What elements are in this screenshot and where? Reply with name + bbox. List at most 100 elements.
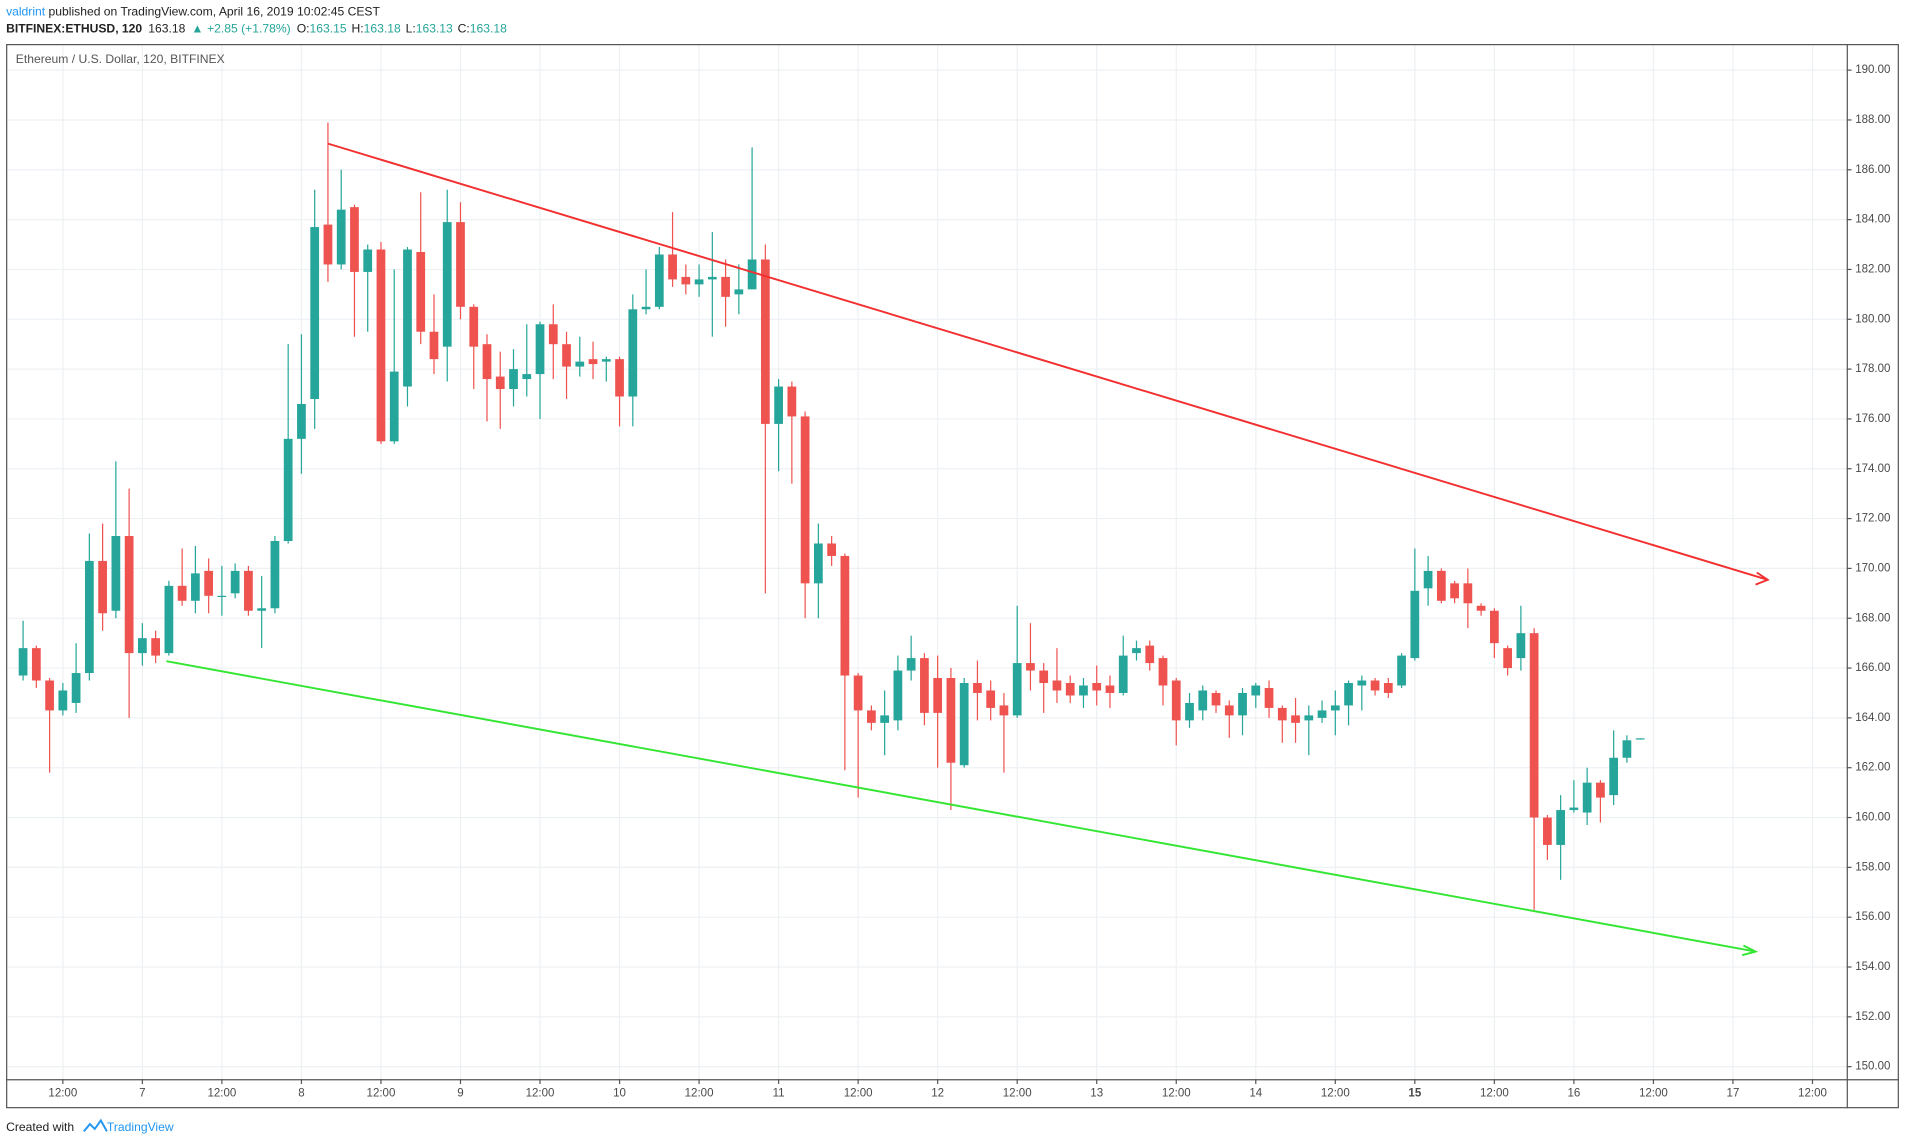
y-tick-label: 158.00 — [1855, 861, 1890, 873]
last-price: 163.18 — [148, 22, 185, 36]
candle-body — [1344, 683, 1353, 706]
x-tick-label: 8 — [298, 1088, 304, 1100]
candle-body — [1079, 685, 1088, 696]
candle-body — [827, 543, 837, 556]
candle-body — [562, 344, 571, 367]
y-tick-label: 176.00 — [1855, 413, 1890, 425]
brand-logo — [83, 1118, 108, 1132]
candle-body — [1582, 782, 1592, 813]
y-tick-label: 156.00 — [1855, 911, 1890, 923]
x-tick-label: 12:00 — [1639, 1088, 1668, 1100]
y-tick-label: 178.00 — [1855, 363, 1890, 375]
candle-body — [760, 259, 770, 424]
y-tick-label: 190.00 — [1855, 64, 1890, 76]
candle-body — [1052, 680, 1062, 691]
candle-body — [1039, 670, 1049, 684]
candle-body — [164, 585, 174, 654]
frame — [6, 44, 1899, 1109]
candle-body — [522, 374, 532, 380]
candle-body — [1410, 590, 1420, 659]
candle-body — [191, 573, 200, 601]
candle-body — [867, 710, 876, 723]
x-tick-label: 7 — [139, 1088, 145, 1100]
x-tick-label: 13 — [1090, 1088, 1103, 1100]
candle-body — [933, 678, 943, 713]
candle-body — [469, 306, 479, 347]
ohlc-value: 163.18 — [364, 22, 401, 36]
candle-body — [1026, 663, 1035, 671]
candle-body — [98, 560, 107, 614]
candle-body — [1436, 570, 1446, 601]
author[interactable]: valdrint — [6, 5, 46, 19]
y-tick-label: 162.00 — [1855, 762, 1890, 774]
x-tick-label: 9 — [457, 1088, 463, 1100]
y-tick-label: 186.00 — [1855, 164, 1890, 176]
candles — [18, 122, 1645, 910]
candle-body — [1012, 663, 1022, 716]
x-tick-label: 16 — [1567, 1088, 1580, 1100]
candle-body — [1092, 683, 1102, 691]
candle-body — [1211, 692, 1221, 706]
candle-body — [1132, 648, 1141, 654]
change: +2.85 (+1.78%) — [207, 22, 291, 36]
candle-body — [456, 222, 465, 307]
candle-body — [1264, 687, 1274, 708]
candle-body — [588, 359, 598, 365]
candle-body — [707, 276, 717, 280]
x-tick-label: 12:00 — [1480, 1088, 1509, 1100]
candle-body — [257, 608, 267, 611]
candle-body — [1251, 685, 1261, 696]
header-line: valdrint published on TradingView.com, A… — [6, 5, 380, 19]
candle-body — [1277, 707, 1287, 721]
candle-body — [641, 306, 651, 310]
x-tick-label: 12:00 — [685, 1088, 714, 1100]
y-tick-label: 182.00 — [1855, 263, 1890, 275]
candle-body — [1450, 583, 1459, 599]
published: published on TradingView.com, April 16, … — [45, 5, 380, 19]
candle-body — [1145, 645, 1155, 664]
candle-body — [747, 259, 757, 290]
symbol-line: BITFINEX:ETHUSD, 120 163.18 ▲ +2.85 (+1.78%… — [6, 22, 507, 36]
x-tick-label: 12:00 — [526, 1088, 555, 1100]
candle-body — [1569, 807, 1579, 811]
y-tick-label: 172.00 — [1855, 513, 1890, 525]
candle-body — [1556, 810, 1566, 845]
candle-body — [1105, 685, 1115, 693]
x-tick-label: 14 — [1249, 1088, 1262, 1100]
resistance-line — [327, 142, 1768, 581]
candle-body — [138, 638, 147, 654]
ohlc-value: 163.15 — [310, 22, 347, 36]
y-tick-label: 170.00 — [1855, 562, 1890, 574]
arrow-head — [1741, 944, 1759, 957]
candle-body — [1185, 702, 1194, 721]
candle-body — [1198, 690, 1208, 711]
candle-body — [694, 279, 704, 285]
candle-body — [45, 680, 54, 711]
candle-body — [124, 536, 134, 654]
candle-body — [813, 543, 823, 584]
y-tick-label: 174.00 — [1855, 463, 1890, 475]
candle-body — [297, 403, 306, 439]
candle-body — [548, 324, 558, 345]
candle-body — [403, 249, 412, 387]
ohlc-key: L: — [406, 22, 416, 36]
candle-body — [84, 560, 94, 674]
x-tick-label: 12:00 — [207, 1088, 236, 1100]
y-tick-label: 154.00 — [1855, 961, 1890, 973]
x-tick-label: 12:00 — [1162, 1088, 1191, 1100]
arrow-head — [1755, 571, 1770, 586]
candle-body — [270, 540, 280, 609]
candle-body — [244, 570, 253, 611]
candle-body — [336, 209, 346, 265]
candle-body — [1383, 683, 1393, 693]
candle-body — [681, 276, 691, 285]
symbol: BITFINEX:ETHUSD, 120 — [6, 22, 142, 36]
candle-body — [389, 371, 399, 442]
y-tick-label: 184.00 — [1855, 214, 1890, 226]
footer-brand[interactable]: TradingView — [107, 1120, 174, 1134]
candle-body — [973, 683, 982, 693]
x-tick-label: 12:00 — [367, 1088, 396, 1100]
ohlc-value: 163.13 — [416, 22, 453, 36]
candle-body — [615, 359, 624, 397]
